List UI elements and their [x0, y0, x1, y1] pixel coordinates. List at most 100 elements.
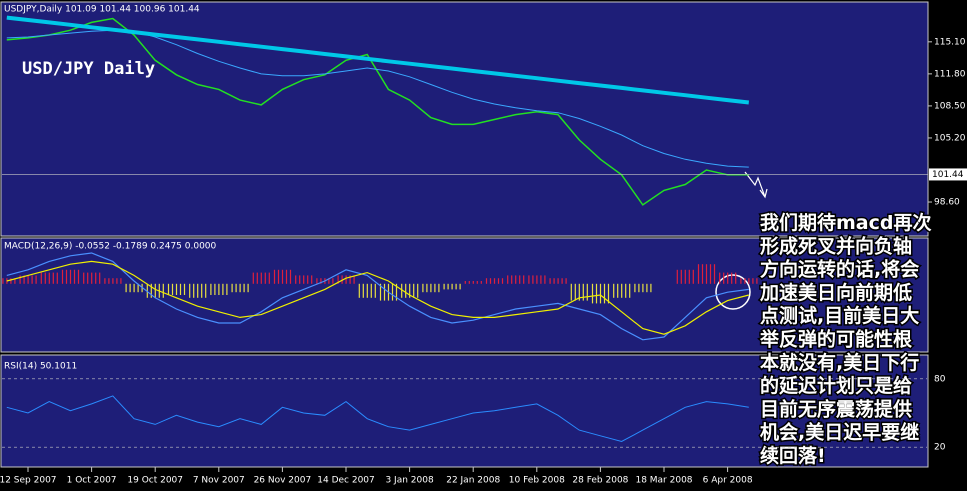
histogram-bar: [316, 278, 318, 284]
histogram-bar: [523, 275, 525, 284]
histogram-bar: [52, 272, 54, 284]
histogram-bar: [137, 283, 139, 293]
histogram-bar: [73, 269, 76, 284]
histogram-bar: [104, 278, 106, 284]
histogram-bar: [235, 283, 237, 293]
histogram-bar: [409, 283, 411, 298]
histogram-bar: [625, 283, 627, 298]
histogram-bar: [468, 281, 470, 284]
histogram-bar: [35, 275, 37, 284]
histogram-bar: [595, 283, 598, 304]
note-line: 点测试,目前美日大: [760, 304, 919, 327]
histogram-bar: [489, 278, 492, 284]
histogram-bar: [273, 269, 276, 284]
histogram-bar: [260, 272, 262, 284]
note-line: 我们期待macd再次: [760, 211, 931, 234]
histogram-bar: [713, 264, 716, 284]
histogram-bar: [599, 283, 602, 304]
histogram-bar: [447, 283, 449, 290]
histogram-bar: [353, 275, 355, 284]
histogram-bar: [485, 278, 488, 284]
histogram-bar: [723, 272, 725, 284]
y-tick-label: 105.20: [934, 133, 966, 143]
histogram-bar: [650, 283, 652, 293]
histogram-bar: [692, 269, 694, 284]
histogram-bar: [476, 281, 478, 284]
histogram-bar: [507, 275, 509, 284]
histogram-bar: [607, 283, 610, 304]
note-line: 续回落!: [760, 444, 826, 467]
histogram-bar: [540, 275, 542, 284]
histogram-bar: [744, 278, 746, 284]
note-line: 机会,美日迟早要继: [760, 421, 919, 444]
histogram-bar: [536, 275, 538, 284]
histogram-bar: [281, 269, 284, 284]
y-tick-label: 115.10: [934, 37, 966, 47]
histogram-bar: [401, 283, 403, 298]
y-tick-label: 111.80: [934, 69, 966, 79]
note-line: 本就没有,美日下行: [760, 351, 919, 374]
histogram-bar: [307, 275, 309, 284]
histogram-bar: [205, 283, 207, 298]
note-line: 形成死叉并向负轴: [760, 234, 912, 257]
histogram-bar: [358, 283, 360, 298]
histogram-bar: [264, 272, 266, 284]
histogram-bar: [231, 283, 233, 293]
histogram-bar: [638, 283, 640, 293]
histogram-bar: [349, 275, 351, 284]
histogram-bar: [175, 283, 178, 295]
histogram-bar: [125, 283, 127, 293]
histogram-bar: [183, 283, 186, 295]
histogram-bar: [391, 283, 394, 301]
histogram-bar: [497, 278, 500, 284]
x-tick-label: 19 Oct 2007: [127, 476, 183, 486]
histogram-bar: [27, 275, 29, 284]
histogram-bar: [252, 272, 254, 284]
note-line: 的延迟计划只是给: [760, 374, 912, 397]
histogram-bar: [210, 283, 212, 295]
y-tick-label: 108.50: [934, 101, 966, 111]
histogram-bar: [451, 283, 453, 290]
histogram-bar: [544, 275, 546, 284]
histogram-bar: [629, 283, 631, 298]
histogram-bar: [570, 283, 572, 301]
x-tick-label: 18 Mar 2008: [635, 476, 692, 486]
histogram-bar: [171, 283, 174, 295]
histogram-bar: [179, 283, 182, 295]
histogram-bar: [91, 272, 93, 284]
x-tick-label: 12 Sep 2007: [0, 476, 57, 486]
histogram-bar: [748, 278, 750, 284]
down-arrow: [744, 171, 768, 199]
histogram-bar: [501, 278, 504, 284]
histogram-bar: [459, 283, 461, 290]
histogram-bar: [56, 272, 58, 284]
histogram-bar: [417, 283, 419, 298]
histogram-bar: [405, 283, 407, 298]
annotation: USD/JPY Daily: [22, 59, 155, 79]
histogram-bar: [646, 283, 648, 293]
histogram-bar: [532, 275, 534, 284]
histogram-bar: [154, 283, 156, 298]
histogram-bar: [69, 269, 72, 284]
histogram-bar: [332, 278, 334, 284]
histogram-bar: [162, 283, 164, 298]
histogram-bar: [617, 283, 619, 298]
histogram-bar: [129, 283, 131, 293]
histogram-bar: [31, 275, 33, 284]
histogram-bar: [277, 269, 280, 284]
histogram-bar: [189, 283, 191, 298]
histogram-bar: [328, 278, 330, 284]
histogram-bar: [680, 269, 682, 284]
histogram-bar: [688, 269, 690, 284]
y-tick-label: 20: [934, 443, 946, 453]
histogram-bar: [557, 278, 559, 284]
histogram-bar: [167, 283, 170, 295]
histogram-bar: [455, 283, 457, 290]
note: 我们期待macd再次形成死叉并向负轴方向运转的话,将会加速美日向前期低点测试,目…: [758, 210, 933, 469]
histogram-bar: [303, 275, 305, 284]
histogram-bar: [591, 283, 594, 304]
histogram-bar: [740, 278, 742, 284]
histogram-bar: [574, 283, 576, 301]
histogram-bar: [337, 275, 339, 284]
